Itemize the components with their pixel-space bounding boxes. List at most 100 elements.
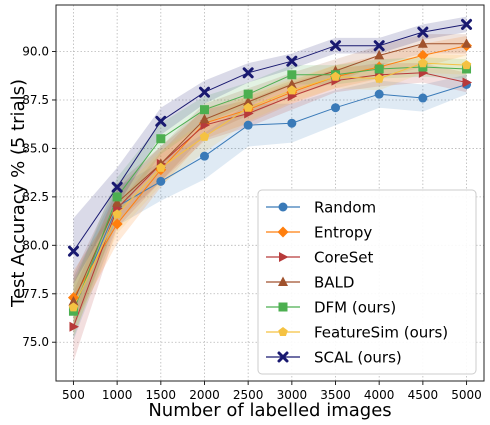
data-point [69,321,79,332]
data-point [155,115,167,127]
legend-label: Random [314,199,376,217]
data-point [417,38,428,48]
data-point [198,86,210,98]
y-axis-title: Test Accuracy % (5 trials) [8,79,29,308]
data-point [242,67,254,79]
legend-marker [277,226,289,238]
legend-marker [278,202,288,212]
data-point [331,103,341,113]
data-point [156,134,166,144]
legend-label: SCAL (ours) [314,349,402,367]
data-point [243,102,253,112]
data-point [374,89,384,99]
x-tick-label: 3000 [277,388,308,402]
data-point [417,26,429,38]
data-point [112,197,123,207]
series-line-5 [73,62,467,308]
series-markers-6 [67,18,473,257]
y-tick-label: 90.0 [22,45,49,59]
legend-item: Random [266,199,376,217]
data-point [374,49,385,60]
legend-item: SCAL (ours) [266,349,402,367]
data-point [199,151,209,161]
data-point [111,218,123,230]
data-point [199,113,210,124]
y-tick-label: 77.5 [22,287,49,301]
data-point [199,131,210,141]
data-point [111,181,123,193]
legend-item: FeatureSim (ours) [266,324,448,342]
data-point [67,245,79,257]
series-markers [67,18,473,332]
x-tick-label: 4000 [364,388,395,402]
data-point [286,55,298,67]
series-markers-5 [68,58,472,312]
data-point [374,64,384,74]
data-point [330,71,341,81]
data-point [156,176,166,186]
data-point [461,18,473,30]
x-tick-label: 1000 [102,388,133,402]
data-point [112,192,122,202]
legend-label: FeatureSim (ours) [314,324,448,342]
legend-marker [278,276,288,286]
x-tick-label: 4500 [408,388,439,402]
x-tick-label: 2000 [189,388,220,402]
data-point [417,49,429,61]
data-point [462,77,473,88]
legend-label: CoreSet [314,249,373,267]
data-point [243,89,253,99]
data-point [287,70,297,80]
data-point [156,162,166,172]
series-line-1 [73,45,467,298]
data-point [330,40,342,52]
x-axis-title: Number of labelled images [148,400,391,421]
x-axis-ticks: 500 1000 1500 2000 2500 3000 3500 4000 4500 5000 [62,381,482,402]
legend-label: Entropy [314,224,372,242]
legend-marker [277,351,289,363]
data-point [374,73,384,83]
y-tick-label: 80.0 [22,238,49,252]
series-lines [73,23,467,327]
legend-item: Entropy [266,224,372,242]
x-tick-label: 1500 [146,388,177,402]
data-point [287,85,297,95]
series-line-4 [73,66,467,312]
legend-item: CoreSet [266,249,373,267]
series-line-0 [73,84,467,310]
legend-marker [278,327,288,337]
data-point [68,296,79,306]
band-0 [73,74,467,341]
band-6 [73,16,467,285]
data-point [418,93,428,103]
band-4 [73,57,467,339]
legend-label: BALD [314,274,354,292]
data-point [243,96,254,106]
data-point [112,209,122,219]
legend-item: BALD [266,274,354,292]
band-2 [73,63,467,362]
x-tick-label: 5000 [451,388,482,402]
data-point [287,118,297,128]
y-tick-label: 75.0 [22,335,49,349]
data-point [418,58,428,68]
x-tick-label: 500 [62,388,85,402]
y-tick-label: 87.5 [22,93,49,107]
data-point [461,60,472,70]
series-line-6 [73,23,467,252]
data-point [373,40,385,52]
y-tick-label: 82.5 [22,190,49,204]
series-line-3 [73,43,467,302]
data-point [461,38,472,48]
series-line-2 [73,72,467,327]
legend-marker [279,252,289,262]
legend-label: DFM (ours) [314,299,396,317]
legend-box [257,189,477,375]
x-tick-label: 3500 [320,388,351,402]
legend: Random Entropy CoreSet BALD DFM (ours) Featur… [257,189,477,375]
legend-marker [278,302,288,312]
data-point [68,302,79,312]
y-tick-label: 85.0 [22,141,49,155]
band-5 [73,53,467,335]
